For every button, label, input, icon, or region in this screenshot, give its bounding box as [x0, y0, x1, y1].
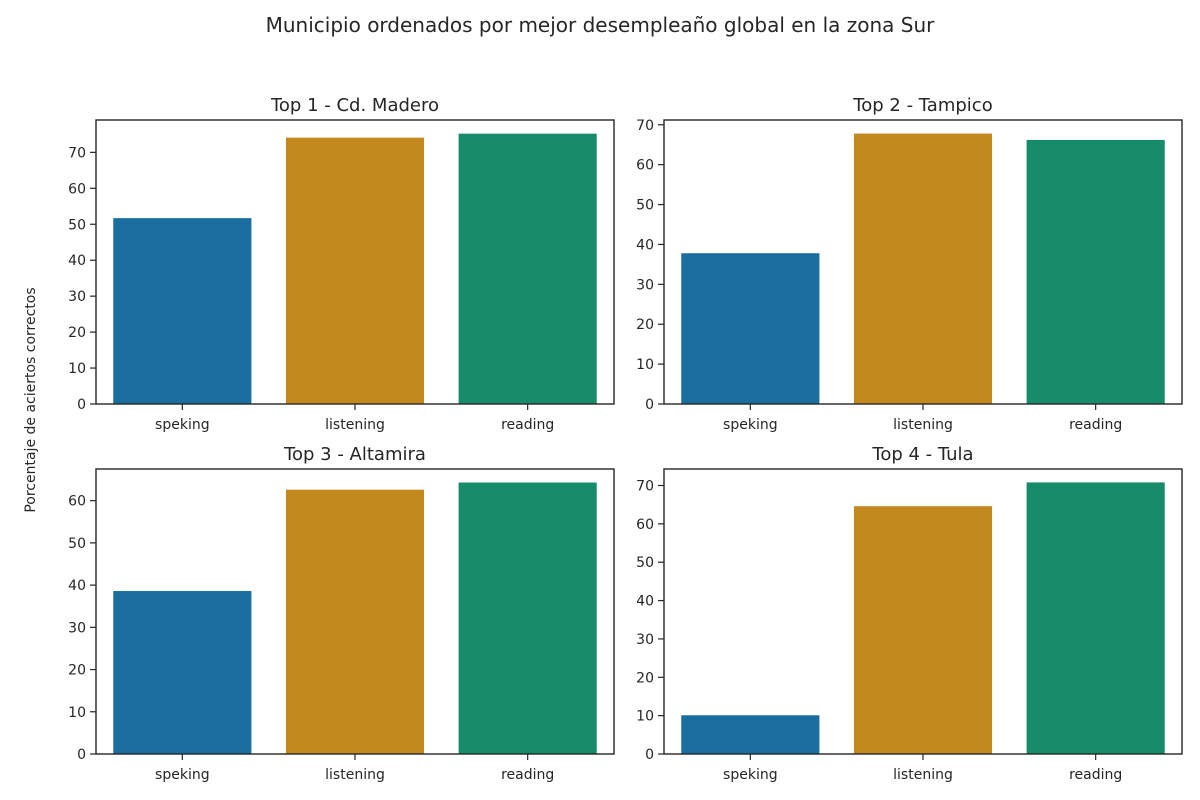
subplot-1-ytick-label: 20	[68, 325, 86, 341]
subplot-4-ytick-label: 40	[636, 594, 654, 610]
subplot-2-ytick-label: 50	[636, 198, 654, 214]
subplot-1-xtick-label-reading: reading	[501, 417, 554, 433]
subplot-3-plot-area: 0 10 20 30 40 50 60 speking listening reading	[68, 468, 615, 783]
subplot-4-axes-frame	[663, 468, 1183, 755]
subplot-4-ytick-label: 50	[636, 555, 654, 571]
subplot-4-ytick-label: 30	[636, 632, 654, 648]
subplot-4-bar-listening	[853, 506, 993, 754]
subplot-1-ytick-label: 30	[68, 289, 86, 305]
subplot-4-ytick-label: 10	[636, 709, 654, 725]
subplot-4-bar-reading	[1026, 482, 1165, 754]
y-axis-label: Porcentaje de aciertos correctos	[23, 287, 39, 512]
subplot-3-ytick-label: 60	[68, 494, 86, 510]
subplot-2-bar-listening	[853, 133, 993, 404]
subplot-3-axes-frame	[95, 468, 615, 755]
subplot-1-plot-area: 0 10 20 30 40 50 60 70 speking listening reading	[68, 119, 615, 433]
subplot-3-ytick-label: 30	[68, 620, 86, 636]
subplot-1-xtick-label-speking: speking	[155, 417, 210, 433]
subplot-1-axes-frame	[95, 119, 615, 405]
subplot-3-title: Top 3 - Altamira	[283, 444, 426, 465]
figure-title: Municipio ordenados por mejor desempleañ…	[266, 13, 936, 37]
subplot-4-ytick-label: 20	[636, 670, 654, 686]
subplot-2-xtick-label-speking: speking	[723, 417, 778, 433]
subplot-1-ytick-label: 40	[68, 253, 86, 269]
subplot-1-bar-reading	[458, 133, 597, 404]
subplot-1-bar-speking	[113, 218, 252, 404]
subplot-3-bar-reading	[458, 482, 597, 754]
subplot-4-ytick-label: 60	[636, 517, 654, 533]
subplot-2-plot-area: 0 10 20 30 40 50 60 70 speking listening reading	[636, 118, 1183, 433]
subplot-2-ytick-label: 30	[636, 277, 654, 293]
subplot-3-xtick-label-speking: speking	[155, 767, 210, 783]
subplot-2: Top 2 - Tampico 0 10 20 30 40 50 60 70 speking li…	[636, 95, 1183, 433]
subplot-3-ytick-label: 40	[68, 578, 86, 594]
subplot-3-xtick-label-listening: listening	[325, 767, 385, 783]
subplot-2-ytick-label: 40	[636, 237, 654, 253]
subplot-1-xtick-label-listening: listening	[325, 417, 385, 433]
subplot-2-ytick-label: 10	[636, 357, 654, 373]
subplot-1-bar-listening	[285, 137, 425, 404]
subplot-2-ytick-label: 70	[636, 118, 654, 134]
subplot-4-title: Top 4 - Tula	[871, 444, 973, 465]
subplot-1: Top 1 - Cd. Madero 0 10 20 30 40 50 60 70 spekin…	[68, 95, 615, 433]
subplot-2-ytick-label: 20	[636, 317, 654, 333]
subplot-1-ytick-label: 50	[68, 217, 86, 233]
subplot-4-xtick-label-listening: listening	[893, 767, 953, 783]
subplot-2-title: Top 2 - Tampico	[852, 95, 992, 116]
subplot-1-title: Top 1 - Cd. Madero	[270, 95, 439, 116]
subplot-1-ytick-label: 60	[68, 181, 86, 197]
subplot-2-xtick-label-listening: listening	[893, 417, 953, 433]
subplot-2-ytick-label: 0	[645, 397, 654, 413]
subplot-2-bar-reading	[1026, 139, 1165, 404]
subplot-4-xtick-label-speking: speking	[723, 767, 778, 783]
subplot-4: Top 4 - Tula 0 10 20 30 40 50 60 70 speking liste…	[636, 444, 1183, 783]
subplot-4-ytick-label: 0	[645, 747, 654, 763]
subplot-3-bar-listening	[285, 489, 425, 754]
subplot-3-ytick-label: 20	[68, 663, 86, 679]
subplot-4-xtick-label-reading: reading	[1069, 767, 1122, 783]
subplot-4-ytick-label: 70	[636, 478, 654, 494]
subplot-1-ytick-label: 10	[68, 361, 86, 377]
subplot-2-bar-speking	[681, 253, 820, 404]
subplot-1-ytick-label: 70	[68, 145, 86, 161]
subplot-1-ytick-label: 0	[77, 397, 86, 413]
subplot-3-ytick-label: 10	[68, 705, 86, 721]
subplot-3-ytick-label: 0	[77, 747, 86, 763]
subplot-4-bar-speking	[681, 715, 820, 754]
subplot-3: Top 3 - Altamira 0 10 20 30 40 50 60 speking lis…	[68, 444, 615, 783]
subplot-4-plot-area: 0 10 20 30 40 50 60 70 speking listening reading	[636, 468, 1183, 783]
subplot-2-axes-frame	[663, 119, 1183, 405]
subplot-3-xtick-label-reading: reading	[501, 767, 554, 783]
subplot-3-bar-speking	[113, 591, 252, 754]
subplot-3-ytick-label: 50	[68, 536, 86, 552]
subplot-2-ytick-label: 60	[636, 158, 654, 174]
subplot-2-xtick-label-reading: reading	[1069, 417, 1122, 433]
